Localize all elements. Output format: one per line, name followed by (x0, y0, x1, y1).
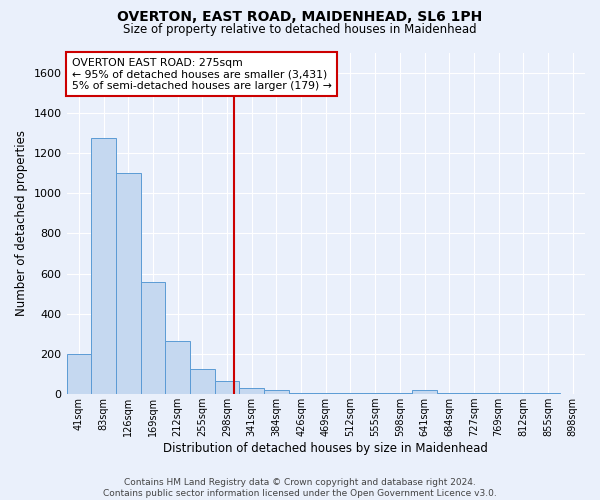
Bar (313, 393, 338, 394)
Bar (190, 369, 215, 394)
X-axis label: Distribution of detached houses by size in Maidenhead: Distribution of detached houses by size … (163, 442, 488, 455)
Text: Contains HM Land Registry data © Crown copyright and database right 2024.
Contai: Contains HM Land Registry data © Crown c… (103, 478, 497, 498)
Text: Size of property relative to detached houses in Maidenhead: Size of property relative to detached ho… (123, 22, 477, 36)
Bar (215, 381, 239, 394)
Bar (289, 393, 313, 394)
Bar (264, 390, 289, 394)
Bar (140, 282, 165, 394)
Bar (388, 393, 412, 394)
Bar (165, 341, 190, 394)
Bar (536, 393, 560, 394)
Bar (338, 393, 363, 394)
Bar (239, 388, 264, 394)
Text: OVERTON EAST ROAD: 275sqm
← 95% of detached houses are smaller (3,431)
5% of sem: OVERTON EAST ROAD: 275sqm ← 95% of detac… (72, 58, 332, 91)
Bar (412, 390, 437, 394)
Bar (437, 393, 461, 394)
Bar (511, 393, 536, 394)
Bar (91, 138, 116, 394)
Bar (461, 393, 486, 394)
Bar (363, 393, 388, 394)
Bar (116, 173, 140, 394)
Text: OVERTON, EAST ROAD, MAIDENHEAD, SL6 1PH: OVERTON, EAST ROAD, MAIDENHEAD, SL6 1PH (118, 10, 482, 24)
Bar (67, 354, 91, 394)
Bar (486, 393, 511, 394)
Y-axis label: Number of detached properties: Number of detached properties (15, 130, 28, 316)
